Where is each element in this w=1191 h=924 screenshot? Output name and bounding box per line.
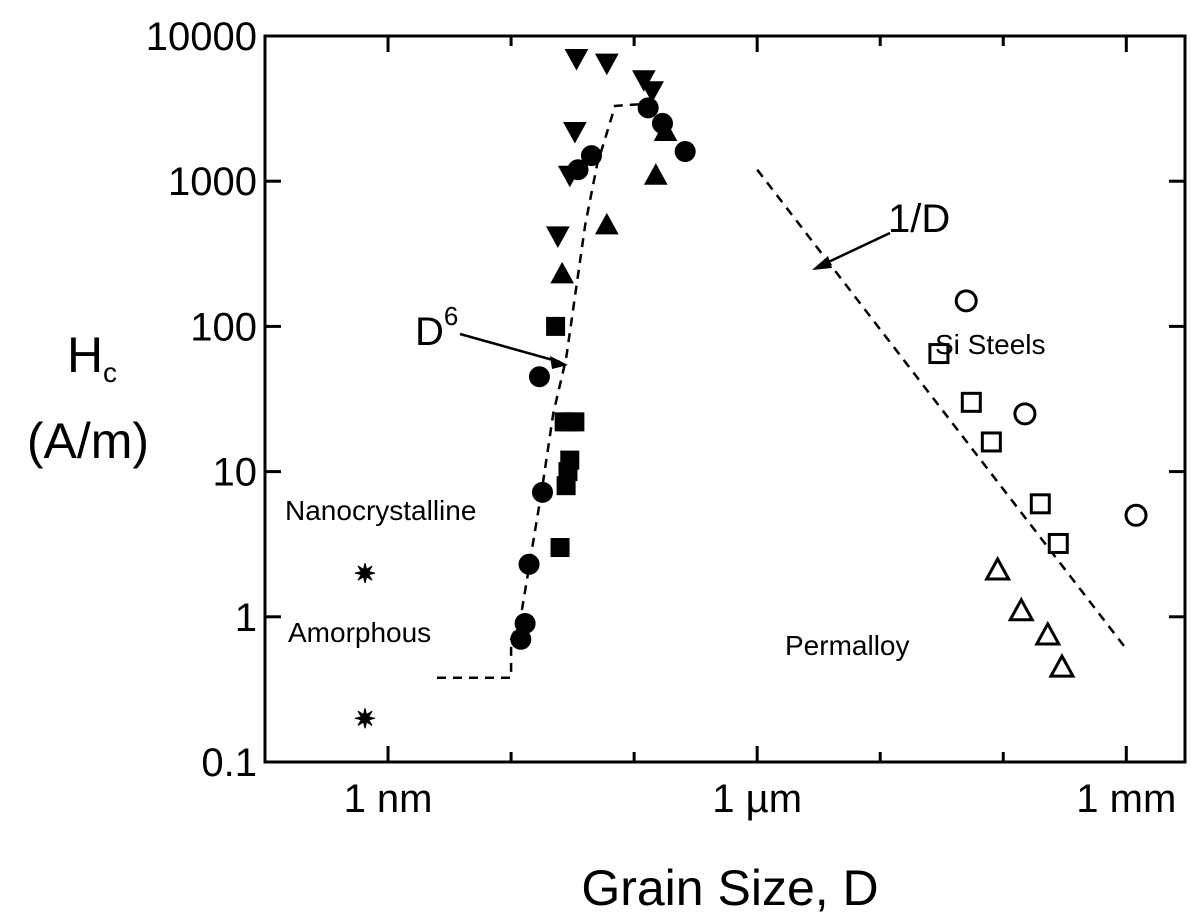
arrowhead-d6 [550,356,568,369]
data-point-square [1047,532,1069,554]
y-tick-label: 10000 [146,15,257,59]
data-point-square [960,391,982,413]
plot-frame [263,34,1187,764]
data-point-square [546,316,566,336]
data-point-circle [528,366,550,388]
data-point-triangle-up [984,555,1012,581]
annotation-si-steels: Si Steels [935,329,1046,360]
annotation-d6: D6 [415,301,458,354]
y-tick-label: 1 [235,596,257,640]
data-point-circle [1124,503,1148,527]
data-points [354,48,1148,729]
data-point-circle [580,145,602,167]
y-axis-unit: (A/m) [27,413,149,469]
data-point-triangle-up [653,119,678,141]
y-tick-label: 1000 [168,160,257,204]
data-point-triangle-up [1007,596,1035,622]
y-tick-label: 100 [190,305,257,349]
data-point-triangle-up [1048,653,1076,678]
fit-line [437,102,644,680]
tick-marks [263,34,1185,764]
data-point-triangle-down [563,121,587,144]
data-point-star [354,708,376,729]
data-point-square [550,538,570,558]
annotation-permalloy: Permalloy [785,630,909,661]
x-tick-label: 1 mm [1076,777,1176,821]
data-point-triangle-up [1034,620,1062,646]
data-point-triangle-down [564,48,589,71]
annotation-d6-exponent: 6 [444,301,458,331]
annotation-nanocrystalline: Nanocrystalline [285,495,476,526]
x-axis-title: Grain Size, D [581,860,878,916]
fit-lines [437,102,1128,680]
data-point-triangle-down [632,70,656,92]
data-point-square [1029,493,1051,515]
arrow-one-over-d [821,231,891,267]
data-point-triangle-up [550,261,574,284]
y-axis-title-subscript: c [103,357,117,388]
data-point-triangle-up [594,212,619,235]
data-point-square [980,431,1002,453]
arrowhead-one-over-d [812,256,832,270]
x-tick-label: 1 nm [344,777,433,821]
data-point-circle [637,97,659,119]
data-point-square [565,412,585,432]
data-point-triangle-down [640,81,664,103]
data-point-square [560,450,580,470]
fit-line [756,168,1128,650]
arrow-d6 [459,332,561,364]
data-point-triangle-down [546,226,570,248]
annotation-amorphous: Amorphous [288,617,431,648]
data-point-circle [531,481,553,503]
data-point-triangle-down [557,165,582,188]
y-tick-label: 10 [213,451,258,495]
data-point-triangle-up [643,163,668,185]
data-point-square [928,343,950,365]
data-point-circle [518,553,540,575]
data-point-circle [674,141,696,163]
tick-labels: 0.1 1 10 100 1000 10000 1 nm 1 µm 1 mm [146,15,1177,821]
data-point-circle [514,612,536,634]
y-axis-title: Hc [67,327,117,388]
data-point-circle [1013,402,1037,426]
data-point-star [354,562,376,584]
data-point-triangle-down [594,53,619,76]
x-tick-label: 1 µm [712,777,802,821]
annotation-one-over-d: 1/D [888,197,950,241]
data-point-circle [954,289,978,313]
y-tick-label: 0.1 [201,741,257,785]
